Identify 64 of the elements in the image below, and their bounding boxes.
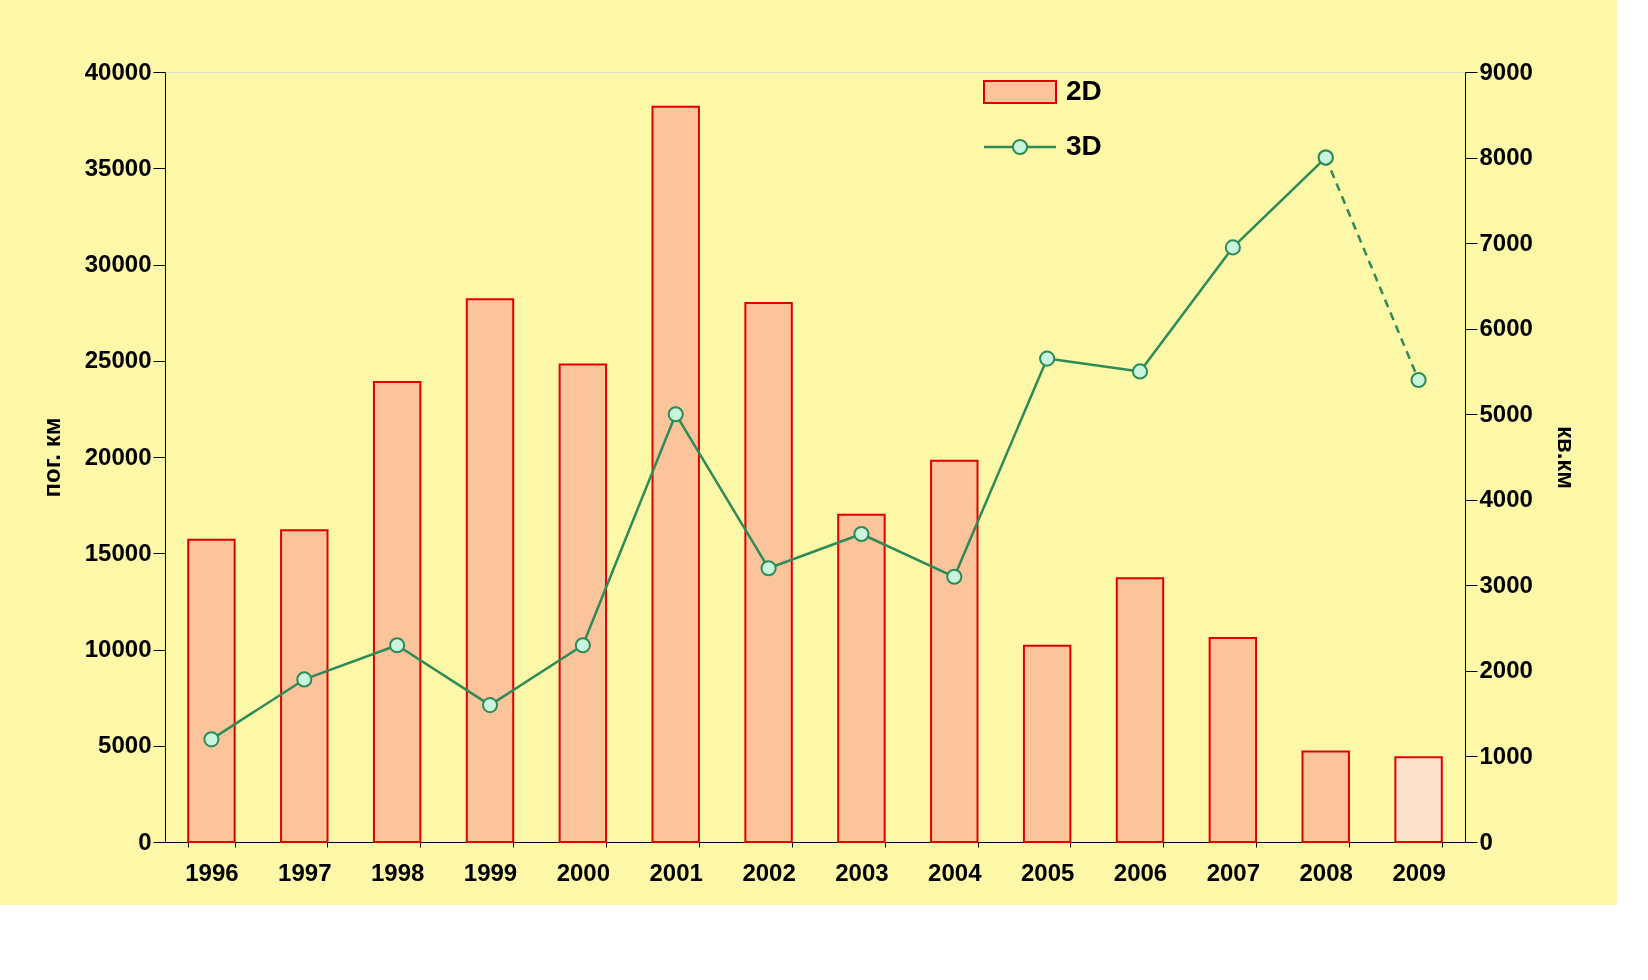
- point: [203, 731, 220, 748]
- point: [296, 671, 313, 688]
- bar: [558, 363, 608, 843]
- y-tick-label: 20000: [84, 442, 152, 470]
- x-tick-label: 2009: [1392, 858, 1446, 886]
- point: [1410, 371, 1427, 389]
- bar: [465, 298, 515, 843]
- y2-tick-label: 1000: [1479, 741, 1533, 769]
- bar: [744, 302, 793, 843]
- point: [1039, 350, 1056, 367]
- y-tick-label: 40000: [84, 57, 152, 85]
- x-tick-label: 2006: [1113, 858, 1168, 886]
- bar: [1208, 636, 1258, 843]
- y-tick-label: 35000: [84, 153, 152, 181]
- bar: [837, 513, 886, 843]
- y-axis-title: пог. км: [37, 417, 65, 498]
- point: [389, 637, 406, 654]
- x-tick-label: 2008: [1299, 858, 1353, 886]
- y2-tick-label: 9000: [1479, 57, 1533, 85]
- point: [1224, 239, 1241, 256]
- bar: [1301, 750, 1350, 843]
- bar: [372, 380, 422, 843]
- y2-tick-label: 3000: [1479, 570, 1533, 598]
- y2-tick-label: 5000: [1479, 399, 1533, 427]
- y-tick-label: 5000: [98, 731, 152, 759]
- bar: [1394, 756, 1443, 843]
- y2-tick-label: 8000: [1479, 143, 1533, 171]
- x-tick-label: 1996: [185, 858, 239, 886]
- bar: [280, 529, 329, 843]
- bar: [1022, 644, 1072, 843]
- point: [574, 637, 591, 654]
- y2-tick-label: 4000: [1479, 485, 1533, 513]
- legend-label: 3D: [1066, 130, 1102, 161]
- point: [946, 568, 963, 585]
- y2-tick-label: 0: [1479, 827, 1493, 855]
- point: [481, 697, 499, 714]
- y-tick-label: 30000: [84, 250, 152, 277]
- point: [760, 560, 777, 577]
- legend-label: 2D: [1066, 75, 1102, 106]
- y2-tick-label: 7000: [1479, 228, 1533, 256]
- x-tick-label: 2005: [1020, 858, 1075, 886]
- bar: [651, 105, 700, 843]
- x-tick-label: 2000: [556, 858, 611, 886]
- x-tick-label: 2001: [649, 858, 703, 886]
- y-tick-label: 15000: [84, 538, 152, 566]
- point: [667, 406, 684, 423]
- point: [853, 525, 870, 543]
- bar: [1115, 577, 1165, 843]
- y-tick-label: 10000: [84, 635, 152, 662]
- x-tick-label: 1999: [463, 858, 518, 886]
- bar: [930, 459, 979, 843]
- bar: [187, 538, 236, 843]
- y2-tick-label: 2000: [1479, 656, 1533, 684]
- point: [1131, 363, 1149, 380]
- x-tick-label: 2002: [742, 858, 796, 886]
- y2-tick-label: 6000: [1479, 314, 1533, 342]
- x-tick-label: 1998: [370, 858, 425, 886]
- x-tick-label: 2004: [928, 858, 983, 886]
- x-tick-label: 2003: [835, 858, 889, 886]
- x-tick-label: 1997: [278, 858, 332, 886]
- y-tick-label: 25000: [84, 346, 152, 374]
- y-tick-label: 0: [138, 827, 152, 855]
- x-tick-label: 2007: [1206, 858, 1261, 886]
- y2-axis-title: кв.км: [1552, 425, 1580, 490]
